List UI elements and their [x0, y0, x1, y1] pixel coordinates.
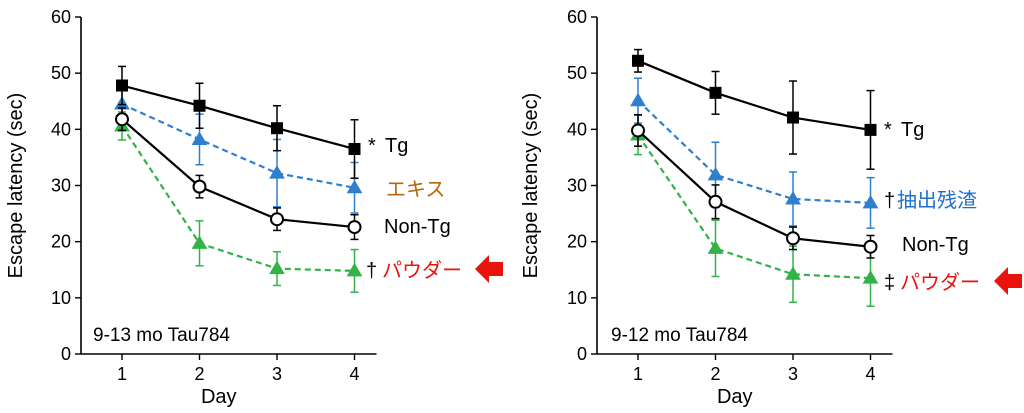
- series-label: パウダー: [900, 271, 980, 294]
- data-point-triangle: [785, 190, 801, 205]
- chart-right: 0 10 20 30 40 50 60 1 2 3 4 Day Escape latency (sec)…: [520, 7, 1022, 408]
- data-point-square: [709, 86, 722, 99]
- x-axis-label: Day: [201, 386, 237, 408]
- data-point-triangle: [785, 266, 801, 280]
- series-line: [121, 125, 355, 272]
- x-tick-label: 3: [788, 364, 798, 384]
- data-point-square: [787, 111, 799, 124]
- chart-caption: 9-13 mo Tau784: [93, 325, 230, 346]
- y-tick-label: 30: [567, 176, 587, 196]
- series-label: パウダー: [382, 259, 462, 282]
- data-point-triangle: [862, 194, 879, 209]
- y-axis-label: Escape latency (sec): [520, 93, 542, 279]
- data-point-square: [348, 142, 361, 155]
- series-label: Non-Tg: [902, 234, 969, 256]
- y-tick-label: 60: [567, 7, 587, 27]
- data-point-square: [632, 54, 644, 67]
- series-1: [630, 77, 879, 229]
- data-point-triangle: [269, 260, 285, 275]
- series-0: [632, 48, 877, 170]
- series-line: [637, 59, 871, 131]
- data-point-triangle: [707, 166, 724, 181]
- series-2: [631, 113, 878, 259]
- y-tick-label: 20: [567, 232, 587, 252]
- data-point-triangle: [346, 179, 363, 194]
- series-line: [121, 84, 355, 151]
- series-label: エキス: [386, 179, 445, 201]
- series-line: [121, 103, 355, 189]
- series-label: Tg: [901, 119, 924, 141]
- series-line: [121, 118, 355, 229]
- data-point-triangle: [269, 165, 285, 179]
- x-tick-label: 4: [865, 364, 875, 384]
- y-tick-label: 40: [567, 119, 587, 139]
- data-point-circle: [786, 231, 800, 246]
- series-label: 抽出残渣: [897, 189, 977, 212]
- data-point-square: [116, 79, 128, 92]
- data-point-square: [193, 99, 206, 112]
- x-axis-label: Day: [717, 386, 753, 408]
- data-point-circle: [192, 179, 207, 194]
- x-tick-label: 4: [349, 364, 359, 384]
- y-tick-label: 0: [577, 344, 587, 364]
- series-line: [637, 134, 871, 280]
- data-point-circle: [270, 212, 284, 227]
- significance-mark: *: [368, 135, 376, 157]
- data-point-circle: [347, 220, 362, 235]
- y-tick-label: 0: [61, 344, 71, 364]
- significance-mark: ‡: [884, 272, 895, 294]
- y-tick-label: 30: [51, 176, 71, 196]
- significance-mark: *: [884, 119, 892, 141]
- data-point-triangle: [191, 235, 208, 249]
- y-axis-label: Escape latency (sec): [5, 93, 27, 279]
- data-point-triangle: [346, 262, 363, 277]
- y-tick-label: 60: [51, 7, 71, 27]
- data-point-circle: [115, 112, 129, 127]
- red-arrow-icon: [994, 267, 1022, 295]
- series-label: Non-Tg: [384, 216, 451, 238]
- data-point-triangle: [707, 240, 724, 254]
- x-tick-label: 2: [710, 364, 720, 384]
- series-3: [630, 114, 879, 308]
- data-point-triangle: [862, 270, 879, 284]
- y-tick-label: 50: [51, 63, 71, 83]
- y-tick-label: 20: [51, 232, 71, 252]
- y-tick-label: 50: [567, 63, 587, 83]
- y-tick-label: 40: [51, 119, 71, 139]
- data-point-triangle: [630, 92, 646, 107]
- x-tick-label: 1: [117, 364, 127, 384]
- data-point-circle: [708, 194, 723, 209]
- data-point-square: [271, 122, 283, 135]
- significance-mark: †: [366, 260, 377, 282]
- data-point-triangle: [191, 131, 208, 145]
- chart-left: 0 10 20 30 40 50 60 1 2 3 4 Day Escape latency (sec)…: [5, 7, 503, 408]
- x-tick-label: 1: [633, 364, 643, 384]
- x-tick-label: 3: [272, 364, 282, 384]
- data-point-square: [864, 123, 877, 136]
- y-tick-label: 10: [567, 288, 587, 308]
- data-point-circle: [863, 239, 878, 254]
- series-2: [115, 107, 362, 241]
- series-0: [116, 65, 361, 179]
- y-tick-label: 10: [51, 288, 71, 308]
- series-label: Tg: [385, 135, 408, 157]
- series-1: [114, 89, 363, 214]
- series-line: [637, 99, 871, 205]
- chart-caption: 9-12 mo Tau784: [611, 325, 748, 346]
- x-tick-label: 2: [194, 364, 204, 384]
- significance-mark: †: [884, 190, 895, 212]
- series-line: [637, 129, 871, 248]
- data-point-circle: [631, 123, 645, 138]
- red-arrow-icon: [475, 255, 503, 283]
